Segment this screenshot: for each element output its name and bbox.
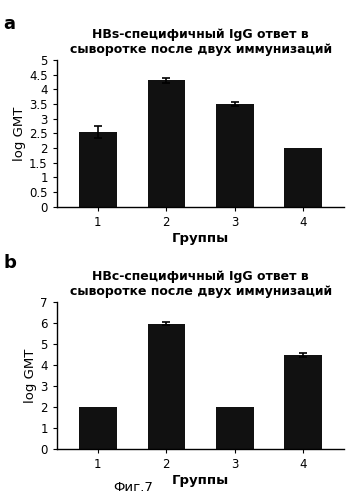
Text: a: a xyxy=(4,15,16,33)
Bar xyxy=(216,104,253,207)
Bar xyxy=(148,324,185,449)
Bar xyxy=(284,355,322,449)
Y-axis label: log GMT: log GMT xyxy=(24,348,38,403)
X-axis label: Группы: Группы xyxy=(172,232,229,245)
Bar xyxy=(216,407,253,449)
Bar xyxy=(79,407,117,449)
Title: НВс-специфичный IgG ответ в
сыворотке после двух иммунизаций: НВс-специфичный IgG ответ в сыворотке по… xyxy=(70,270,332,298)
Bar xyxy=(284,148,322,207)
X-axis label: Группы: Группы xyxy=(172,474,229,487)
Text: b: b xyxy=(4,254,16,272)
Bar xyxy=(79,132,117,207)
Title: HBs-специфичный IgG ответ в
сыворотке после двух иммунизаций: HBs-специфичный IgG ответ в сыворотке по… xyxy=(70,28,332,56)
Text: Фиг.7: Фиг.7 xyxy=(114,481,153,494)
Y-axis label: log GMT: log GMT xyxy=(13,106,26,161)
Bar xyxy=(148,80,185,207)
